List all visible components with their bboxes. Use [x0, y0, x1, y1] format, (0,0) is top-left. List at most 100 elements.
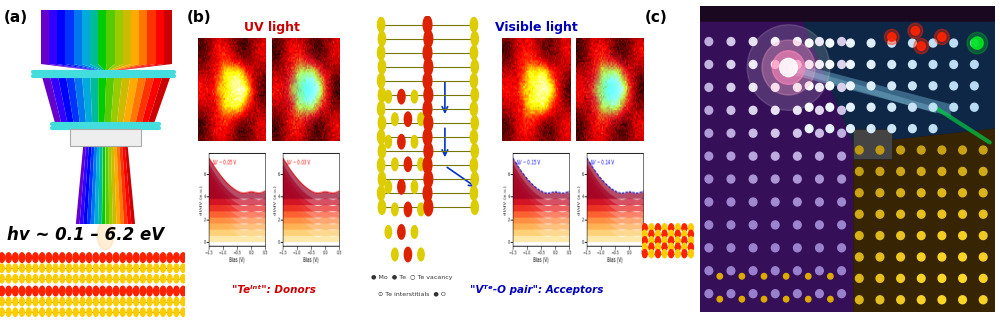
Circle shape [935, 29, 949, 44]
Circle shape [642, 250, 647, 258]
Polygon shape [105, 129, 108, 146]
Circle shape [60, 298, 65, 306]
Circle shape [140, 253, 146, 262]
Polygon shape [803, 22, 995, 144]
Circle shape [876, 189, 884, 197]
Circle shape [749, 221, 757, 229]
Polygon shape [90, 72, 98, 125]
Circle shape [174, 253, 179, 262]
Circle shape [917, 296, 925, 304]
Polygon shape [108, 129, 111, 146]
Circle shape [771, 175, 779, 183]
Circle shape [66, 286, 72, 296]
Circle shape [705, 198, 713, 206]
Circle shape [675, 237, 680, 245]
Circle shape [167, 264, 172, 272]
Circle shape [161, 298, 165, 306]
Circle shape [805, 125, 813, 132]
Circle shape [100, 308, 105, 316]
Polygon shape [83, 129, 86, 146]
Circle shape [909, 60, 916, 68]
Polygon shape [119, 125, 141, 129]
Text: "Vᵀᵉ-O pair": Acceptors: "Vᵀᵉ-O pair": Acceptors [470, 285, 603, 295]
Circle shape [761, 274, 767, 279]
Polygon shape [80, 146, 89, 224]
Circle shape [855, 189, 863, 197]
Circle shape [727, 267, 735, 275]
Circle shape [847, 60, 854, 68]
Circle shape [80, 298, 85, 306]
Circle shape [929, 39, 937, 47]
Circle shape [107, 264, 112, 272]
Circle shape [855, 296, 863, 304]
Circle shape [378, 116, 386, 130]
Circle shape [385, 135, 392, 148]
Circle shape [649, 250, 654, 258]
Polygon shape [164, 10, 172, 64]
Circle shape [154, 275, 159, 283]
Circle shape [6, 286, 11, 296]
Circle shape [855, 232, 863, 240]
Circle shape [53, 253, 58, 262]
Circle shape [13, 308, 18, 316]
Circle shape [411, 226, 418, 238]
Circle shape [423, 100, 432, 117]
Circle shape [771, 267, 779, 275]
Circle shape [411, 90, 418, 103]
Circle shape [675, 224, 680, 232]
Circle shape [411, 180, 418, 193]
Circle shape [97, 221, 114, 250]
Circle shape [13, 286, 18, 296]
Circle shape [404, 247, 412, 262]
Circle shape [911, 27, 919, 35]
Circle shape [655, 224, 660, 232]
Circle shape [979, 253, 987, 261]
Circle shape [471, 200, 478, 214]
Circle shape [749, 129, 757, 137]
Polygon shape [70, 129, 141, 146]
Circle shape [642, 224, 647, 232]
Circle shape [838, 84, 845, 91]
Circle shape [794, 221, 801, 229]
Circle shape [897, 189, 904, 197]
Circle shape [134, 298, 139, 306]
Circle shape [705, 244, 713, 252]
Circle shape [40, 275, 45, 283]
Circle shape [917, 210, 925, 218]
Circle shape [675, 250, 680, 258]
Circle shape [909, 125, 916, 132]
Polygon shape [119, 146, 128, 224]
Circle shape [100, 264, 105, 272]
Circle shape [378, 144, 386, 158]
Circle shape [423, 156, 432, 174]
Circle shape [761, 296, 767, 302]
Circle shape [127, 275, 132, 283]
Circle shape [727, 84, 735, 91]
Polygon shape [853, 129, 995, 312]
Circle shape [876, 146, 884, 154]
Circle shape [838, 60, 845, 68]
Circle shape [950, 39, 958, 47]
Circle shape [828, 274, 833, 279]
Circle shape [938, 33, 946, 41]
Circle shape [794, 290, 801, 298]
Circle shape [669, 243, 674, 251]
Circle shape [772, 51, 805, 84]
Text: ● Mo  ● Te  ○ Te vacancy: ● Mo ● Te ○ Te vacancy [371, 275, 453, 280]
Polygon shape [788, 61, 951, 116]
Circle shape [876, 210, 884, 218]
Circle shape [917, 42, 925, 51]
Circle shape [67, 308, 71, 316]
Circle shape [794, 37, 801, 45]
Circle shape [33, 264, 38, 272]
Circle shape [826, 103, 834, 111]
Polygon shape [122, 129, 125, 146]
Circle shape [747, 25, 830, 110]
Circle shape [40, 308, 45, 316]
Polygon shape [141, 72, 164, 125]
Circle shape [67, 275, 71, 283]
Circle shape [160, 286, 166, 296]
Circle shape [46, 298, 51, 306]
Circle shape [669, 237, 674, 245]
Circle shape [771, 198, 779, 206]
